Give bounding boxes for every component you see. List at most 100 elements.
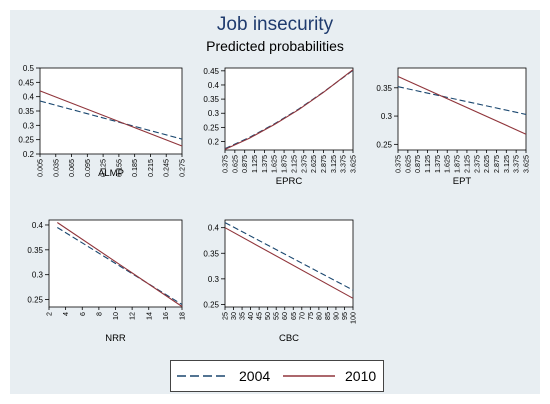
x-tick-label: 0.005 bbox=[36, 159, 45, 177]
plot-frame bbox=[39, 67, 183, 155]
series-line-2004 bbox=[39, 100, 183, 140]
x-tick-label: 3.125 bbox=[502, 155, 511, 173]
x-tick-label: 0.065 bbox=[67, 159, 76, 177]
x-axis-title: EPT bbox=[453, 176, 472, 187]
x-tick-label: 2 bbox=[45, 312, 54, 316]
y-tick-label: 0.35 bbox=[203, 95, 219, 104]
y-tick-label: 0.25 bbox=[376, 140, 392, 149]
y-tick-label: 0.35 bbox=[18, 107, 34, 116]
x-tick-label: 0.625 bbox=[230, 155, 239, 173]
y-tick-label: 0.35 bbox=[27, 246, 43, 255]
x-tick-label: 1.875 bbox=[280, 155, 289, 173]
series-line-2004 bbox=[224, 222, 354, 291]
x-tick-label: 3.375 bbox=[339, 155, 348, 173]
x-axis-title: CBC bbox=[279, 333, 299, 344]
x-tick-label: 65 bbox=[289, 312, 298, 320]
y-tick-label: 0.45 bbox=[18, 78, 34, 87]
y-tick-label: 0.3 bbox=[381, 112, 393, 121]
x-tick-label: 1.625 bbox=[443, 155, 452, 173]
y-tick-label: 0.4 bbox=[208, 81, 220, 90]
y-tick-label: 0.25 bbox=[27, 296, 43, 305]
x-tick-label: 0.095 bbox=[83, 159, 92, 177]
x-tick-label: 3.625 bbox=[349, 155, 358, 173]
y-tick-label: 0.3 bbox=[32, 271, 44, 280]
series-line-2004 bbox=[57, 227, 183, 305]
x-tick-label: 85 bbox=[323, 312, 332, 320]
panel-almp: 0.5 0.45 0.4 0.35 0.3 0.25 0.20.005 0.035 0.065 0… bbox=[18, 64, 186, 179]
x-tick-label: 2.875 bbox=[319, 155, 328, 173]
series-line-2010 bbox=[224, 69, 354, 150]
x-tick-label: 90 bbox=[331, 312, 340, 320]
series-line-2010 bbox=[39, 90, 183, 147]
series-line-2010 bbox=[224, 227, 354, 299]
x-tick-label: 0.875 bbox=[240, 155, 249, 173]
x-tick-label: 0.215 bbox=[146, 159, 155, 177]
y-tick-label: 0.45 bbox=[203, 67, 219, 76]
legend-swatch-2010 bbox=[283, 375, 335, 377]
y-tick-label: 0.3 bbox=[23, 121, 35, 130]
chart-subtitle: Predicted probabilities bbox=[206, 38, 344, 54]
legend-item-2004: 2004 bbox=[177, 361, 270, 391]
x-tick-label: 0.035 bbox=[51, 159, 60, 177]
y-tick-label: 0.2 bbox=[23, 150, 35, 159]
y-tick-label: 0.4 bbox=[208, 224, 220, 233]
panel-eprc: 0.45 0.4 0.35 0.3 0.25 0.20.375 0.625 0.875 1.12… bbox=[203, 67, 357, 187]
panel-nrr: 0.4 0.35 0.3 0.25 2 4 6 8 10 12 14 16 18 NRR bbox=[27, 219, 187, 344]
x-tick-label: 1.875 bbox=[453, 155, 462, 173]
legend: 2004 2010 bbox=[170, 360, 384, 392]
x-tick-label: 0.125 bbox=[99, 159, 108, 177]
y-tick-label: 0.35 bbox=[376, 84, 392, 93]
legend-swatch-2004 bbox=[177, 375, 229, 377]
x-tick-label: 40 bbox=[246, 312, 255, 320]
series-line-2010 bbox=[397, 75, 527, 135]
x-tick-label: 2.625 bbox=[482, 155, 491, 173]
x-tick-label: 80 bbox=[314, 312, 323, 320]
plot-frame bbox=[224, 67, 354, 151]
x-tick-label: 4 bbox=[61, 312, 70, 316]
x-tick-label: 0.375 bbox=[394, 155, 403, 173]
legend-label-2004: 2004 bbox=[239, 368, 271, 384]
x-tick-label: 1.625 bbox=[270, 155, 279, 173]
x-tick-label: 3.625 bbox=[522, 155, 531, 173]
x-tick-label: 1.375 bbox=[260, 155, 269, 173]
y-tick-label: 0.4 bbox=[23, 93, 35, 102]
x-tick-label: 14 bbox=[144, 312, 153, 320]
x-tick-label: 2.875 bbox=[492, 155, 501, 173]
x-tick-label: 2.625 bbox=[309, 155, 318, 173]
x-tick-label: 95 bbox=[340, 312, 349, 320]
x-tick-label: 60 bbox=[280, 312, 289, 320]
x-tick-label: 0.185 bbox=[130, 159, 139, 177]
x-tick-label: 100 bbox=[349, 312, 358, 324]
x-axis-title: NRR bbox=[105, 333, 126, 344]
x-tick-label: 0.245 bbox=[162, 159, 171, 177]
y-tick-label: 0.4 bbox=[32, 221, 44, 230]
x-tick-label: 25 bbox=[221, 312, 230, 320]
legend-label-2010: 2010 bbox=[345, 368, 377, 384]
x-tick-label: 1.375 bbox=[433, 155, 442, 173]
x-tick-label: 2.375 bbox=[472, 155, 481, 173]
x-tick-label: 10 bbox=[111, 312, 120, 320]
y-tick-label: 0.35 bbox=[203, 249, 219, 258]
x-tick-label: 6 bbox=[78, 312, 87, 316]
x-tick-label: 18 bbox=[178, 312, 187, 320]
x-axis-title: ALMP bbox=[98, 168, 124, 179]
legend-item-2010: 2010 bbox=[283, 361, 376, 391]
y-tick-label: 0.25 bbox=[203, 123, 219, 132]
x-tick-label: 75 bbox=[306, 312, 315, 320]
x-tick-label: 2.375 bbox=[299, 155, 308, 173]
y-tick-label: 0.5 bbox=[23, 64, 35, 73]
x-tick-label: 55 bbox=[272, 312, 281, 320]
series-line-2004 bbox=[397, 86, 527, 115]
y-tick-label: 0.2 bbox=[208, 138, 220, 147]
x-tick-label: 3.125 bbox=[329, 155, 338, 173]
x-tick-label: 50 bbox=[263, 312, 272, 320]
x-tick-label: 1.125 bbox=[250, 155, 259, 173]
x-tick-label: 0.625 bbox=[403, 155, 412, 173]
x-axis-title: EPRC bbox=[276, 176, 303, 187]
x-tick-label: 0.275 bbox=[178, 159, 187, 177]
x-tick-label: 45 bbox=[255, 312, 264, 320]
x-tick-label: 0.875 bbox=[413, 155, 422, 173]
